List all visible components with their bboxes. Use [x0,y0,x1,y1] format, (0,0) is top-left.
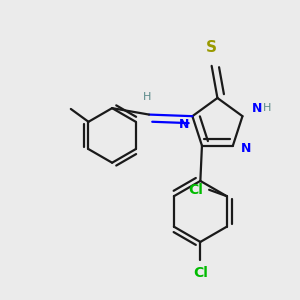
Text: H: H [263,103,272,113]
Text: S: S [206,40,217,55]
Text: N: N [241,142,251,155]
Text: N: N [252,102,262,115]
Text: Cl: Cl [188,183,203,197]
Text: Cl: Cl [193,266,208,280]
Text: N: N [179,118,190,131]
Text: H: H [143,92,152,102]
